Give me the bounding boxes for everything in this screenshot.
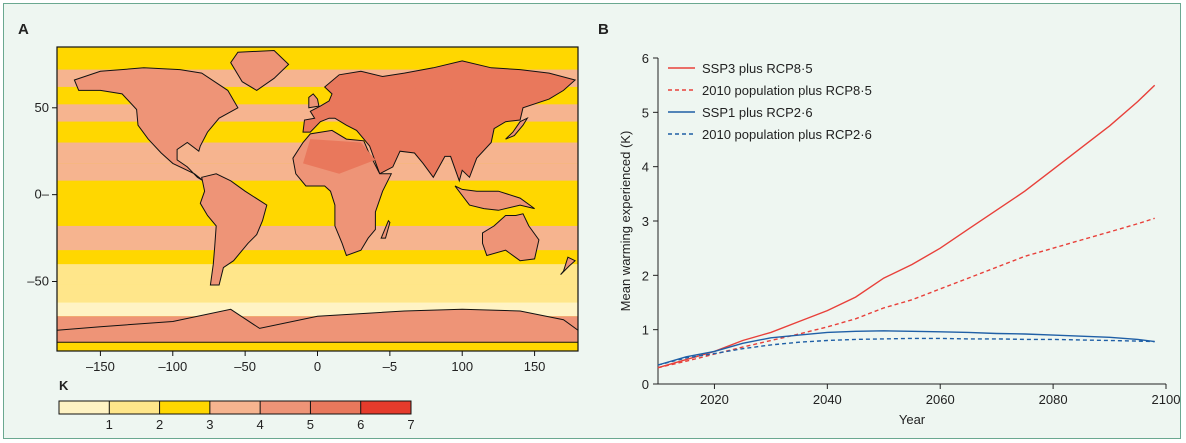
map-band bbox=[57, 180, 578, 204]
legend-label-4: 2010 population plus RCP2·6 bbox=[702, 127, 872, 142]
colorbar-frame bbox=[58, 400, 412, 415]
map-band bbox=[57, 250, 578, 265]
map-x-tick-label: 100 bbox=[451, 359, 473, 374]
map-band bbox=[57, 47, 578, 70]
legend-label-3: SSP1 plus RCP2·6 bbox=[702, 105, 813, 120]
panel-a-label: A bbox=[18, 21, 29, 38]
map-axis-ticks: –150 –100 –50 0 –5 100 150 50 0– –50 bbox=[27, 100, 545, 374]
new-zealand-shape bbox=[560, 256, 576, 275]
world-map bbox=[56, 46, 579, 352]
colorbar-label: 3 bbox=[206, 417, 213, 432]
y-tick-label: 1 bbox=[642, 323, 649, 338]
colorbar-label: 4 bbox=[257, 417, 264, 432]
y-tick-label: 5 bbox=[642, 105, 649, 120]
map-y-tick-label: –50 bbox=[27, 274, 49, 289]
colorbar-label: 6 bbox=[357, 417, 364, 432]
eurasia-shape bbox=[302, 60, 577, 183]
colorbar-segment bbox=[310, 401, 361, 414]
x-axis-label: Year bbox=[899, 412, 926, 427]
colorbar-segment bbox=[59, 401, 110, 414]
colorbar: 1 2 3 4 5 6 7 bbox=[58, 400, 415, 432]
japan-shape bbox=[505, 117, 529, 140]
greenland-shape bbox=[230, 49, 290, 91]
series-line-2 bbox=[657, 217, 1155, 369]
map-x-tick-label: 0 bbox=[314, 359, 321, 374]
series-line-1 bbox=[657, 84, 1156, 369]
x-tick-label: 2020 bbox=[700, 392, 729, 407]
map-x-tick-label: –50 bbox=[234, 359, 256, 374]
colorbar-segment bbox=[209, 401, 261, 414]
indonesia-shape bbox=[454, 185, 535, 211]
asia-hotspot bbox=[375, 86, 477, 122]
map-y-tick-label: 0– bbox=[35, 187, 50, 202]
map-x-tick-label: 150 bbox=[524, 359, 546, 374]
map-x-tick-label: –100 bbox=[158, 359, 187, 374]
colorbar-label: 5 bbox=[307, 417, 314, 432]
sahara-hotspot bbox=[303, 139, 376, 174]
y-axis-label: Mean warming experienced (K) bbox=[618, 131, 633, 312]
colorbar-segment bbox=[109, 401, 160, 414]
colorbar-segment bbox=[360, 401, 411, 414]
panel-b-label: B bbox=[598, 21, 609, 38]
south-america-shape bbox=[199, 173, 268, 286]
madagascar-shape bbox=[380, 219, 391, 239]
y-tick-label: 4 bbox=[642, 160, 649, 175]
australia-shape bbox=[482, 213, 540, 262]
colorbar-unit: K bbox=[59, 378, 69, 393]
x-tick-label: 2060 bbox=[926, 392, 955, 407]
y-tick-label: 3 bbox=[642, 214, 649, 229]
colorbar-segment bbox=[260, 401, 311, 414]
series-line-3 bbox=[657, 330, 1155, 366]
map-band bbox=[57, 284, 578, 303]
x-tick-label: 2100 bbox=[1152, 392, 1181, 407]
map-band bbox=[57, 264, 578, 285]
colorbar-segment bbox=[159, 401, 210, 414]
map-band bbox=[57, 203, 578, 226]
x-tick-label: 2040 bbox=[813, 392, 842, 407]
colorbar-label: 2 bbox=[156, 417, 163, 432]
legend-label-1: SSP3 plus RCP8·5 bbox=[702, 61, 813, 76]
y-tick-label: 2 bbox=[642, 268, 649, 283]
x-tick-label: 2080 bbox=[1039, 392, 1068, 407]
map-y-tick-label: 50 bbox=[35, 100, 49, 115]
y-tick-label: 6 bbox=[642, 51, 649, 66]
colorbar-label: 1 bbox=[106, 417, 113, 432]
line-chart: 0 1 2 3 4 5 6 2020 2040 2060 2080 2100 Mean warming … bbox=[618, 51, 1180, 427]
north-america-shape bbox=[73, 67, 239, 182]
colorbar-label: 7 bbox=[407, 417, 414, 432]
uk-shape bbox=[308, 93, 320, 109]
y-tick-label: 0 bbox=[642, 377, 649, 392]
map-x-tick-label: –150 bbox=[86, 359, 115, 374]
map-x-tick-label: –5 bbox=[383, 359, 397, 374]
series-line-4 bbox=[657, 337, 1155, 366]
legend-label-2: 2010 population plus RCP8·5 bbox=[702, 83, 872, 98]
